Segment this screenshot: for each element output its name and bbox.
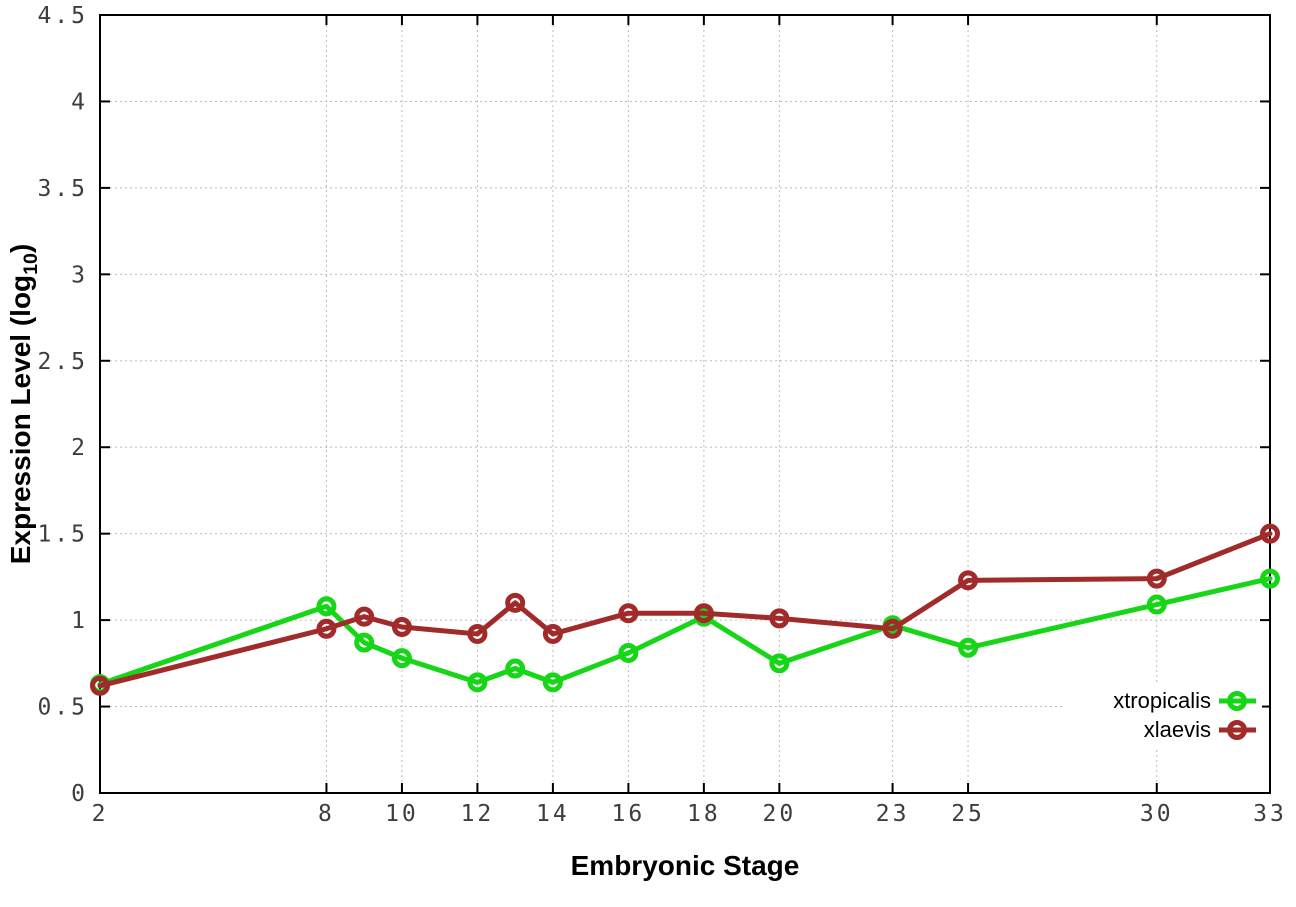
data-point-xtropicalis: [1260, 568, 1280, 589]
y-tick-label: 4: [71, 89, 88, 115]
data-point-xtropicalis: [505, 658, 526, 679]
data-point-xlaevis: [505, 592, 526, 613]
data-point-xlaevis: [1146, 568, 1167, 589]
y-axis-title-subscript: 10: [19, 253, 42, 275]
y-tick-label: 3.5: [37, 176, 88, 202]
x-tick-label: 30: [1140, 801, 1174, 827]
data-point-xtropicalis: [467, 672, 488, 693]
data-point-xlaevis: [542, 623, 563, 644]
legend-marker-xlaevis: [1227, 720, 1247, 740]
y-tick-label: 2: [71, 435, 88, 461]
legend-label-xlaevis: xlaevis: [1144, 717, 1211, 742]
x-tick-label: 12: [461, 801, 495, 827]
data-point-xlaevis: [958, 570, 979, 591]
x-tick-label: 25: [951, 801, 985, 827]
data-point-xlaevis: [316, 618, 337, 639]
data-point-xlaevis: [769, 608, 790, 629]
legend-marker-xtropicalis: [1227, 691, 1247, 711]
data-point-xlaevis: [467, 623, 488, 644]
y-tick-label: 1: [71, 608, 88, 634]
x-axis-title: Embryonic Stage: [570, 850, 800, 881]
series-line-xtropicalis: [97, 576, 1273, 687]
x-tick-label: 14: [536, 801, 570, 827]
y-tick-label: 4.5: [37, 3, 88, 29]
y-tick-label: 0: [71, 781, 88, 807]
data-point-xtropicalis: [1146, 594, 1167, 615]
data-point-xtropicalis: [958, 637, 979, 658]
legend-label-xtropicalis: xtropicalis: [1113, 688, 1211, 713]
x-tick-label: 33: [1253, 801, 1287, 827]
data-point-xlaevis: [391, 617, 412, 638]
y-axis-title-text: Expression Level (log: [5, 274, 37, 565]
y-axis-title: Expression Level (log10): [5, 244, 43, 565]
data-point-xlaevis: [693, 603, 714, 624]
data-point-xlaevis: [618, 603, 639, 624]
x-tick-label: 20: [763, 801, 797, 827]
x-tick-label: 16: [612, 801, 646, 827]
x-tick-label: 18: [687, 801, 721, 827]
plot-border: [99, 14, 1271, 794]
data-point-xlaevis: [354, 606, 375, 627]
data-point-xtropicalis: [542, 672, 563, 693]
data-point-xlaevis: [882, 618, 903, 639]
series-line-xlaevis: [97, 531, 1273, 689]
x-tick-label: 23: [876, 801, 910, 827]
data-point-xtropicalis: [618, 642, 639, 663]
data-point-xtropicalis: [316, 596, 337, 617]
x-tick-label: 2: [92, 801, 109, 827]
x-tick-label: 8: [318, 801, 335, 827]
data-point-xlaevis: [1260, 523, 1280, 544]
data-point-xtropicalis: [391, 648, 412, 669]
y-axis-title-suffix: ): [5, 243, 37, 254]
y-tick-label: 3: [71, 262, 88, 288]
data-point-xlaevis: [90, 675, 110, 696]
data-point-xtropicalis: [354, 632, 375, 653]
x-tick-label: 10: [385, 801, 419, 827]
y-tick-label: 1.5: [37, 522, 88, 548]
y-tick-label: 0.5: [37, 695, 88, 721]
data-point-xtropicalis: [769, 653, 790, 674]
y-tick-label: 2.5: [37, 349, 88, 375]
